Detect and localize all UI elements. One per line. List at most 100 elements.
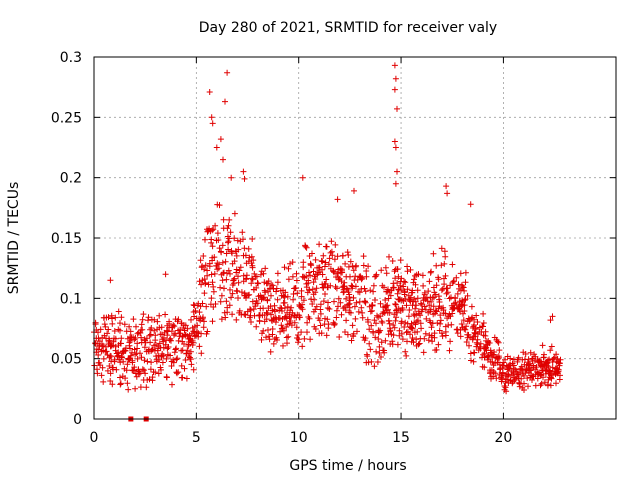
data-point [366,326,373,333]
data-point [124,380,131,387]
data-point [219,277,226,284]
data-point [274,270,281,277]
data-point [309,301,316,307]
data-point [339,252,346,259]
data-point [336,334,343,340]
data-point [293,277,300,284]
data-point [397,257,404,264]
data-point [225,222,232,229]
data-point [104,330,111,337]
data-point [209,120,216,127]
data-point [204,272,211,279]
x-tick-label: 20 [494,430,512,446]
data-point [471,349,478,356]
data-point [358,304,365,311]
data-point [328,238,335,245]
data-point [208,295,215,302]
data-point [360,262,367,269]
data-point [403,302,410,309]
data-point [486,340,493,346]
data-point [409,325,416,332]
data-point [205,281,212,288]
data-point [354,276,361,283]
data-point [226,216,233,223]
data-point [265,327,271,333]
y-tick-label: 0.25 [51,110,82,126]
data-point [163,355,170,362]
data-point [347,297,353,304]
data-point [188,361,195,368]
data-point [521,387,527,393]
data-point [138,354,145,361]
data-point [347,273,353,280]
data-point [226,235,233,242]
data-point [212,222,219,229]
data-point [197,257,204,264]
data-point [187,348,194,355]
data-point [220,216,227,223]
data-point [331,256,338,263]
data-point [166,320,173,327]
data-point [211,270,218,277]
data-point [237,264,244,271]
data-point [326,306,333,312]
data-point [404,286,411,293]
data-point [482,332,489,339]
tick-labels: 0 0.05 0.1 0.15 0.2 0.25 0.3 0 5 10 15 20 [51,50,512,446]
data-point [194,328,201,335]
data-point [143,335,150,342]
data-point [269,326,276,332]
data-point [334,270,341,277]
data-point [216,245,223,252]
data-point [226,302,233,309]
data-point [209,227,216,234]
data-point [547,347,554,354]
data-point [389,258,396,264]
data-point [134,355,141,362]
data-point [298,329,305,336]
data-point [121,321,128,328]
data-point [510,362,517,369]
data-point [412,281,419,288]
data-point [307,336,314,343]
data-point [386,317,392,324]
data-point [274,279,281,286]
data-point [141,344,148,351]
data-point [296,314,303,321]
data-point [333,285,340,292]
data-point [494,338,501,345]
data-point [228,174,235,181]
data-point [199,263,206,270]
data-point [392,75,399,82]
data-point [435,276,442,283]
data-point [201,318,207,325]
data-point [118,314,125,321]
data-point [524,375,531,382]
data-point [124,361,131,368]
data-point [248,280,255,287]
data-point [521,372,527,379]
data-point [398,318,405,325]
data-point [127,352,134,359]
data-point [372,334,379,341]
data-point [345,263,352,270]
data-point [112,335,119,342]
data-point [313,303,320,310]
data-point [260,305,267,312]
data-point [540,374,546,381]
data-point [263,316,270,323]
data-point [400,283,407,290]
data-point [245,245,252,252]
data-point [419,272,426,279]
data-point [194,322,201,329]
data-point [172,346,179,353]
data-point [283,334,290,341]
data-point [394,105,400,112]
data-point [333,307,340,314]
data-point [209,318,216,325]
data-point [253,284,260,291]
data-point [343,317,350,324]
data-point [502,384,509,391]
data-point [321,263,328,270]
data-point [392,180,399,187]
